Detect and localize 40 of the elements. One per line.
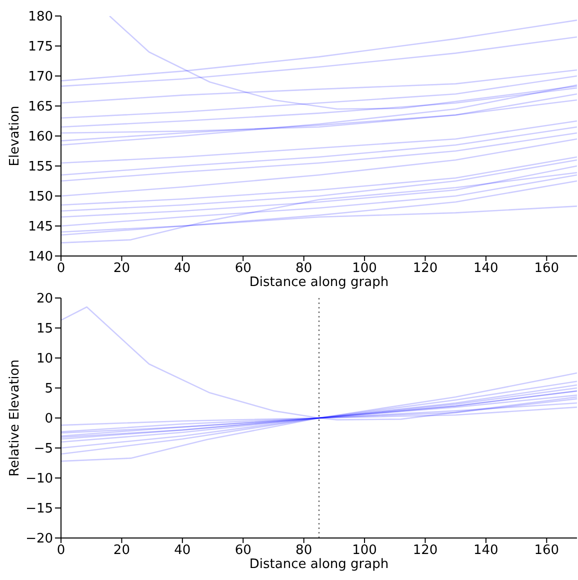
x-tick-label: 100 xyxy=(352,543,377,558)
x-axis-title: Distance along graph xyxy=(249,275,389,290)
x-tick-label: 20 xyxy=(113,543,130,558)
y-tick-label: 180 xyxy=(28,10,53,25)
y-tick-label: 15 xyxy=(36,322,53,337)
y-tick-label: −5 xyxy=(34,442,53,457)
y-tick-label: −20 xyxy=(26,532,53,547)
x-axis-title: Distance along graph xyxy=(249,557,389,572)
x-tick-label: 60 xyxy=(234,543,252,558)
y-tick-label: −15 xyxy=(26,502,53,517)
x-tick-label: 120 xyxy=(412,543,438,558)
x-tick-label: 60 xyxy=(234,261,252,276)
x-tick-label: 80 xyxy=(296,261,312,276)
x-tick-label: 160 xyxy=(534,261,560,276)
y-tick-label: 20 xyxy=(36,292,53,307)
y-tick-label: 170 xyxy=(28,70,53,85)
y-tick-label: 150 xyxy=(28,190,53,205)
x-tick-label: 120 xyxy=(412,261,438,276)
x-tick-label: 0 xyxy=(56,543,66,558)
y-axis-title: Relative Elevation xyxy=(8,360,23,476)
y-tick-label: 0 xyxy=(44,412,53,427)
x-tick-label: 160 xyxy=(534,543,560,558)
y-tick-label: 165 xyxy=(28,100,53,115)
y-tick-label: 140 xyxy=(28,250,53,265)
y-tick-label: 175 xyxy=(28,40,53,55)
x-tick-label: 40 xyxy=(174,261,191,276)
x-tick-label: 140 xyxy=(474,543,498,558)
y-tick-label: 155 xyxy=(28,160,53,175)
y-tick-label: 145 xyxy=(28,220,53,235)
x-tick-label: 20 xyxy=(113,261,130,276)
x-tick-label: 0 xyxy=(56,261,66,276)
y-axis-title: Elevation xyxy=(8,106,23,166)
x-tick-label: 140 xyxy=(474,261,498,276)
y-tick-label: 160 xyxy=(28,130,53,145)
y-tick-label: 5 xyxy=(44,382,53,397)
x-tick-label: 100 xyxy=(352,261,377,276)
y-tick-label: 10 xyxy=(36,352,53,367)
y-tick-label: −10 xyxy=(26,472,53,487)
x-tick-label: 40 xyxy=(174,543,191,558)
x-tick-label: 80 xyxy=(296,543,312,558)
